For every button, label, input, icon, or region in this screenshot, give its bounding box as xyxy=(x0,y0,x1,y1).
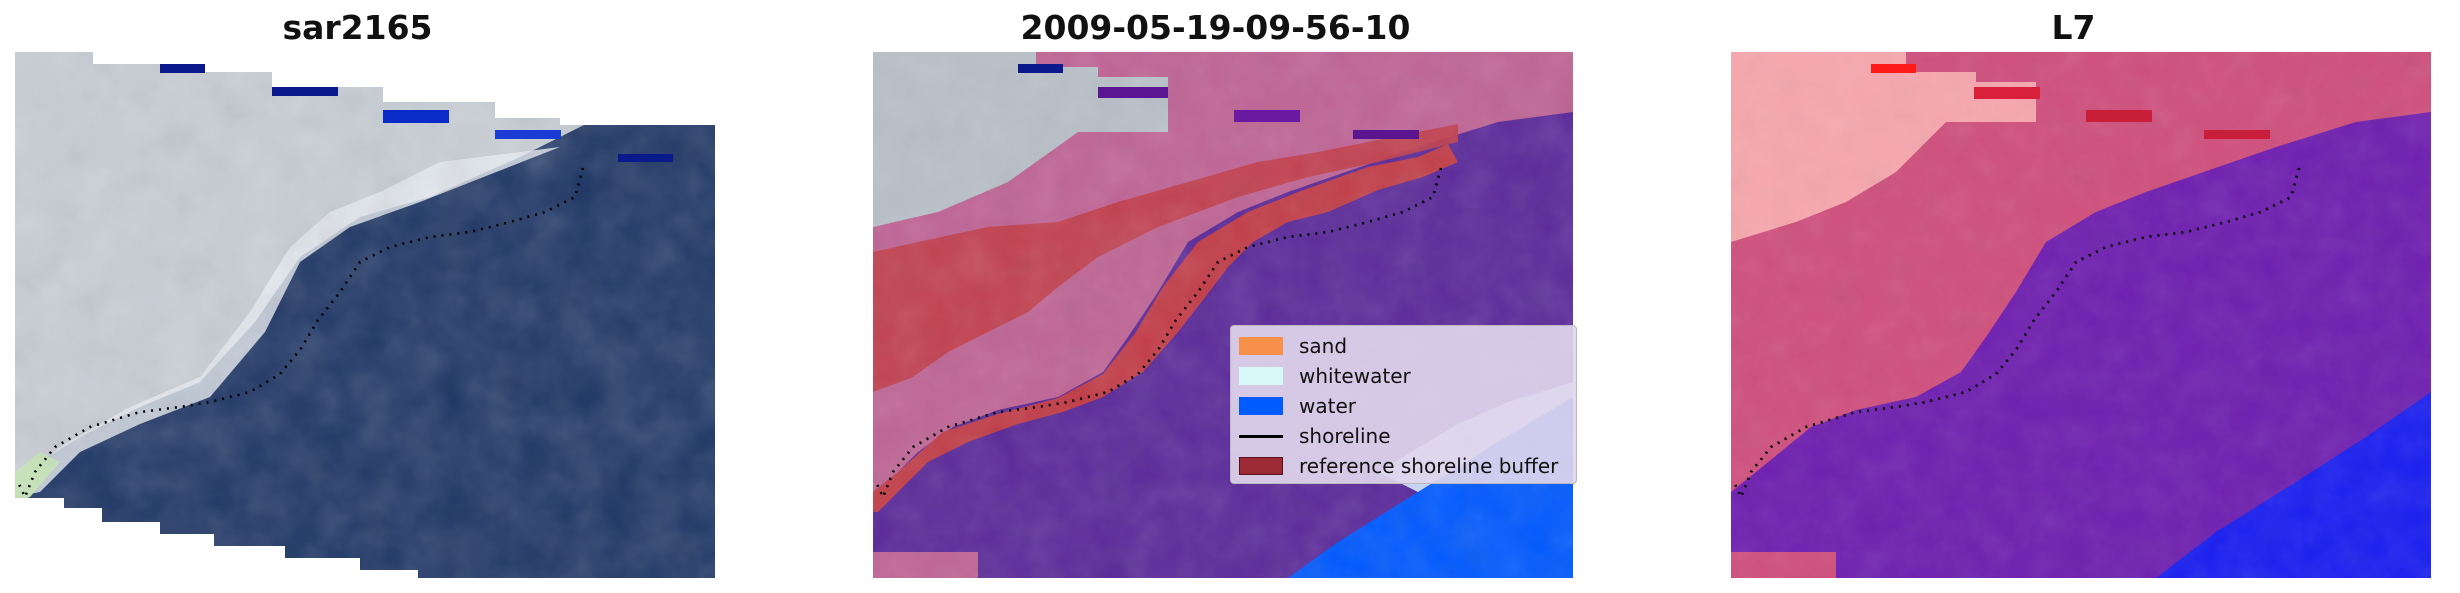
legend-label: water xyxy=(1299,394,1356,418)
legend-item: water xyxy=(1239,391,1568,421)
dark-blue-strip xyxy=(1098,87,1168,98)
index-image xyxy=(1731,52,2431,578)
texture xyxy=(873,52,1573,578)
dark-blue-strip xyxy=(495,130,561,139)
red-strip xyxy=(1974,87,2040,99)
legend-item: sand xyxy=(1239,331,1568,361)
legend-label: whitewater xyxy=(1299,364,1411,388)
legend-swatch-shoreline xyxy=(1239,434,1283,438)
legend-swatch-sand xyxy=(1239,337,1283,355)
dark-blue-strip xyxy=(1234,110,1300,122)
dark-blue-strip xyxy=(383,110,449,123)
rgb-image xyxy=(15,52,715,578)
texture xyxy=(15,52,715,578)
classification-image xyxy=(873,52,1573,578)
red-strip xyxy=(1871,64,1916,73)
panel-title: 2009-05-19-09-56-10 xyxy=(1020,8,1411,47)
legend-label: reference shoreline buffer xyxy=(1299,454,1559,478)
red-strip xyxy=(2086,110,2152,122)
shoreline xyxy=(874,167,1443,501)
dark-blue-strip xyxy=(618,154,673,162)
dark-blue-strip xyxy=(272,87,338,96)
panel-rgb: sar2165 xyxy=(0,0,715,593)
shoreline xyxy=(16,167,585,501)
panel-title: L7 xyxy=(2051,8,2096,47)
panel-classification: 2009-05-19-09-56-10 xyxy=(858,0,1573,593)
shoreline xyxy=(1732,167,2301,501)
panel-title: sar2165 xyxy=(282,8,433,47)
legend-label: sand xyxy=(1299,334,1348,358)
legend-swatch-whitewater xyxy=(1239,367,1283,385)
red-strip xyxy=(2204,130,2270,139)
dark-blue-strip xyxy=(160,64,205,73)
legend-label: shoreline xyxy=(1299,424,1391,448)
legend-swatch-water xyxy=(1239,397,1283,415)
panel-index: L7 xyxy=(1716,0,2431,593)
legend-item: shoreline xyxy=(1239,421,1568,451)
dark-blue-strip xyxy=(1018,64,1063,73)
dark-blue-strip xyxy=(1353,130,1419,139)
texture xyxy=(1731,52,2431,578)
legend-swatch-reference-buffer xyxy=(1239,457,1283,475)
legend: sand whitewater water shoreline referenc… xyxy=(1230,325,1577,484)
legend-item: reference shoreline buffer xyxy=(1239,451,1568,481)
legend-item: whitewater xyxy=(1239,361,1568,391)
